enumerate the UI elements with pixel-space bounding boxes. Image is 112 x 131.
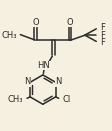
Text: N: N (55, 77, 61, 86)
Text: F: F (100, 23, 105, 32)
Text: CH₃: CH₃ (8, 95, 23, 104)
Text: O: O (67, 18, 73, 27)
Text: CH₃: CH₃ (2, 31, 17, 40)
Text: N: N (24, 77, 31, 86)
Text: F: F (100, 38, 105, 47)
Text: O: O (32, 18, 39, 27)
Text: F: F (100, 31, 105, 40)
Text: Cl: Cl (62, 95, 71, 104)
Text: HN: HN (38, 61, 50, 70)
